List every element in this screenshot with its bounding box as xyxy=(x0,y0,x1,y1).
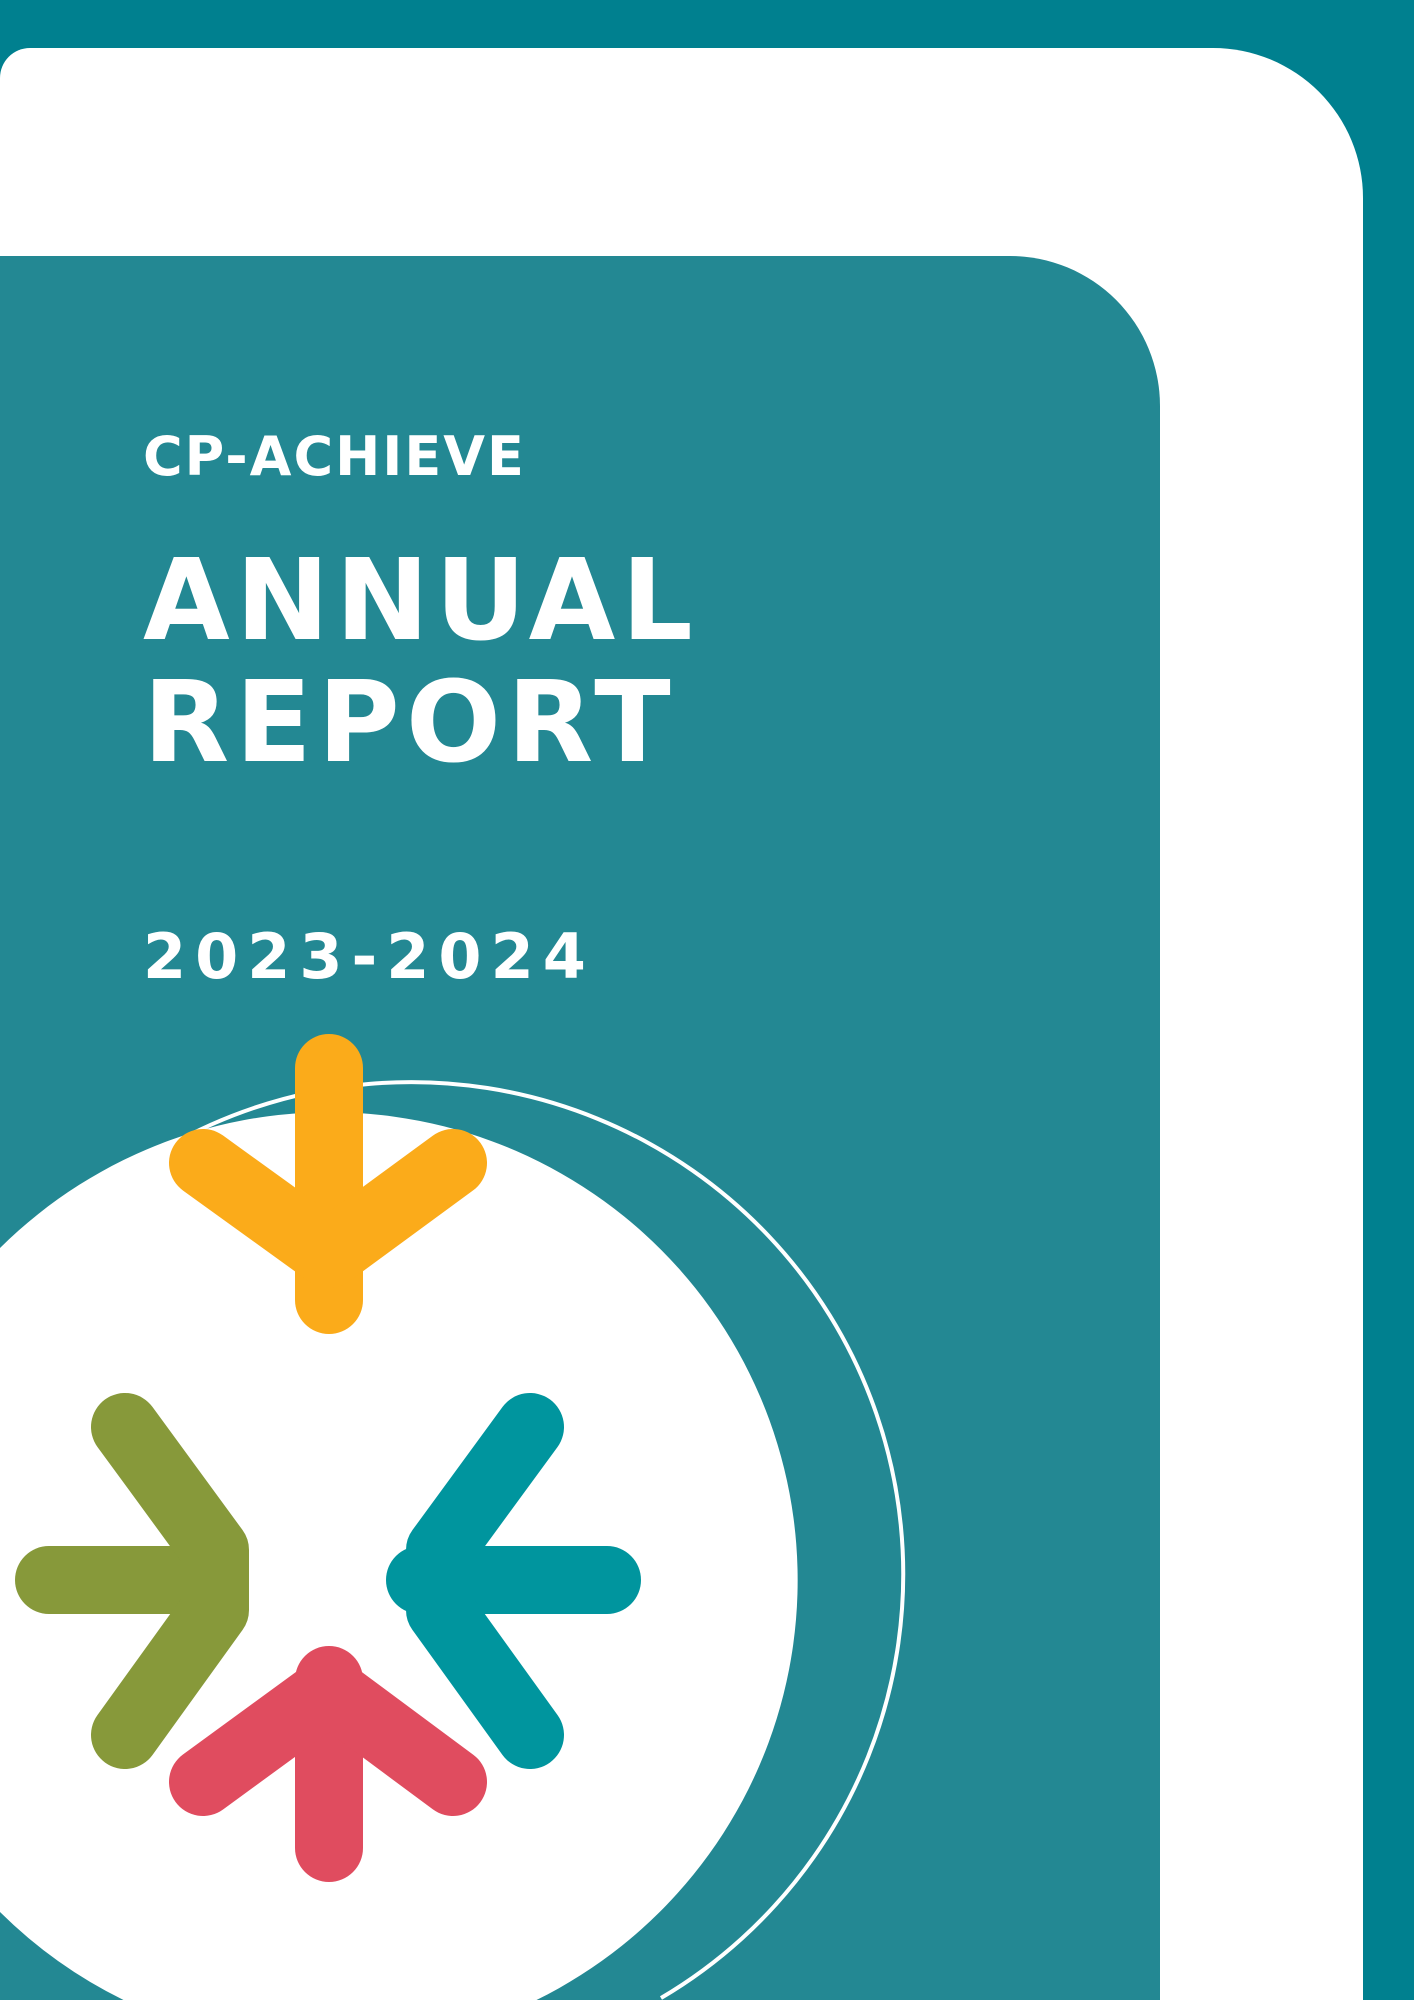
arrow-right-icon xyxy=(386,1393,641,1769)
outer-ring xyxy=(0,1080,906,2000)
four-converging-arrows-icon xyxy=(15,1034,641,1882)
arrow-left-icon xyxy=(15,1393,249,1769)
arrow-top-icon xyxy=(169,1034,487,1334)
report-years: 2023-2024 xyxy=(143,920,595,993)
title-line-2: REPORT xyxy=(143,658,677,788)
arrow-bottom-icon xyxy=(169,1646,487,1882)
brand-name: CP-ACHIEVE xyxy=(143,425,526,488)
title-line-1: ANNUAL xyxy=(143,536,699,666)
report-title: ANNUAL REPORT xyxy=(143,540,699,784)
